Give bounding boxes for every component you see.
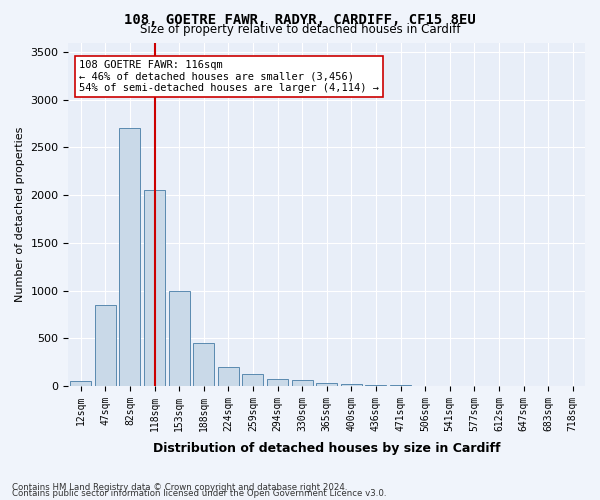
Bar: [193, 343, 214, 386]
Text: 108, GOETRE FAWR, RADYR, CARDIFF, CF15 8EU: 108, GOETRE FAWR, RADYR, CARDIFF, CF15 8…: [124, 12, 476, 26]
Bar: [70, 381, 91, 386]
Y-axis label: Number of detached properties: Number of detached properties: [15, 126, 25, 302]
Bar: [267, 379, 288, 386]
Text: 108 GOETRE FAWR: 116sqm
← 46% of detached houses are smaller (3,456)
54% of semi: 108 GOETRE FAWR: 116sqm ← 46% of detache…: [79, 60, 379, 93]
Bar: [95, 305, 116, 386]
Bar: [169, 290, 190, 386]
Bar: [119, 128, 140, 386]
Bar: [144, 190, 165, 386]
Text: Contains HM Land Registry data © Crown copyright and database right 2024.: Contains HM Land Registry data © Crown c…: [12, 484, 347, 492]
X-axis label: Distribution of detached houses by size in Cardiff: Distribution of detached houses by size …: [153, 442, 500, 455]
Bar: [292, 380, 313, 386]
Bar: [365, 385, 386, 386]
Bar: [242, 374, 263, 386]
Text: Size of property relative to detached houses in Cardiff: Size of property relative to detached ho…: [140, 22, 460, 36]
Text: Contains public sector information licensed under the Open Government Licence v3: Contains public sector information licen…: [12, 490, 386, 498]
Bar: [316, 383, 337, 386]
Bar: [218, 367, 239, 386]
Bar: [341, 384, 362, 386]
